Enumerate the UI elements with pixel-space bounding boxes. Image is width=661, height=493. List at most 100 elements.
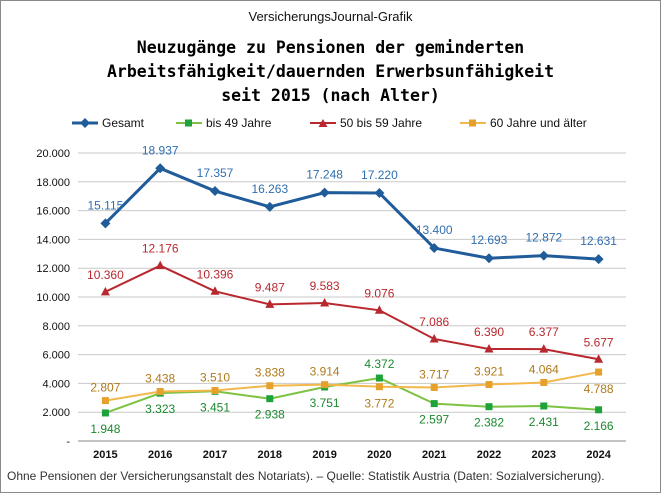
data-label-gesamt-2018: 16.263 xyxy=(251,182,288,196)
data-label-bis-49-jahre-2015: 1.948 xyxy=(90,422,120,436)
data-point-60-jahre-und-lter-2015 xyxy=(101,397,109,405)
x-tick-label-2017: 2017 xyxy=(203,449,227,461)
source-label: VersicherungsJournal-Grafik xyxy=(248,9,413,24)
data-point-gesamt-2021 xyxy=(429,243,440,254)
data-label-bis-49-jahre-2016: 3.323 xyxy=(145,402,175,416)
x-tick-label-2018: 2018 xyxy=(258,449,282,461)
legend-marker-gesamt xyxy=(72,118,98,128)
data-point-60-jahre-und-lter-2018 xyxy=(266,382,274,390)
data-point-gesamt-2015 xyxy=(100,218,111,229)
data-label-60-jahre-und-lter-2015: 2.807 xyxy=(90,381,120,395)
data-label-gesamt-2022: 12.693 xyxy=(471,233,508,247)
data-point-gesamt-2024 xyxy=(593,254,604,265)
x-tick-label-2015: 2015 xyxy=(93,449,117,461)
chart-title-line-2: Arbeitsfähigkeit/dauernden Erwerbsunfähi… xyxy=(106,62,555,81)
series-line-60-jahre-und-lter xyxy=(105,371,599,402)
data-label-gesamt-2016: 18.937 xyxy=(142,143,179,157)
data-point-gesamt-2017 xyxy=(210,186,220,197)
data-point-bis-49-jahre-2024 xyxy=(595,406,603,414)
data-point-60-jahre-und-lter-2016 xyxy=(156,387,164,395)
data-point-bis-49-jahre-2021 xyxy=(430,400,438,408)
legend-label-gesamt: Gesamt xyxy=(102,116,145,130)
data-label-bis-49-jahre-2018: 2.938 xyxy=(255,408,285,422)
data-point-60-jahre-und-lter-2020 xyxy=(375,383,383,391)
chart-title-line-1: Neuzugänge zu Pensionen der geminderten xyxy=(136,38,525,57)
legend-label-bis-49: bis 49 Jahre xyxy=(206,116,272,130)
x-tick-label-2022: 2022 xyxy=(477,449,501,461)
series-gesamt: 15.115 18.937 17.357 16.263 17.248 17.220 13.4… xyxy=(87,143,617,265)
y-tick-label-18000: 18.000 xyxy=(36,177,70,189)
data-label-60-jahre-und-lter-2019: 3.914 xyxy=(310,365,340,379)
data-point-50-bis-59-jahre-2016 xyxy=(155,260,165,270)
data-label-50-bis-59-jahre-2019: 9.583 xyxy=(310,279,340,293)
data-point-50-bis-59-jahre-2015 xyxy=(100,286,110,296)
legend-item-bis-49: bis 49 Jahre xyxy=(176,116,271,130)
y-tick-label-8000: 8.000 xyxy=(42,321,70,333)
data-label-gesamt-2015: 15.115 xyxy=(87,198,123,212)
data-label-60-jahre-und-lter-2020: 3.772 xyxy=(364,397,394,411)
data-label-50-bis-59-jahre-2017: 10.396 xyxy=(197,267,234,281)
data-label-60-jahre-und-lter-2023: 4.064 xyxy=(529,362,559,376)
series-line-50-bis-59-jahre xyxy=(104,264,599,361)
data-point-50-bis-59-jahre-2019 xyxy=(320,298,330,307)
data-label-50-bis-59-jahre-2016: 12.176 xyxy=(142,242,179,256)
x-tick-label-2021: 2021 xyxy=(422,449,446,461)
data-point-60-jahre-und-lter-2019 xyxy=(321,381,329,389)
data-point-bis-49-jahre-2015 xyxy=(101,409,109,417)
x-tick-label-2019: 2019 xyxy=(312,449,336,461)
y-tick-label-10000: 10.000 xyxy=(36,292,70,304)
data-label-gesamt-2017: 17.357 xyxy=(197,166,234,180)
data-point-gesamt-2018 xyxy=(264,201,275,212)
data-point-bis-49-jahre-2020 xyxy=(375,374,383,382)
chart-title-line-3: seit 2015 (nach Alter) xyxy=(221,86,440,105)
y-tick-label-20000: 20.000 xyxy=(36,148,70,160)
series-bis-49-jahre: 1.948 3.323 3.451 2.938 3.751 4.372 2.597 2.382… xyxy=(90,357,614,436)
data-point-gesamt-2019 xyxy=(319,187,330,198)
data-label-50-bis-59-jahre-2015: 10.360 xyxy=(87,268,124,282)
data-label-50-bis-59-jahre-2020: 9.076 xyxy=(364,286,394,300)
legend-item-60-plus: 60 Jahre und älter xyxy=(460,116,587,130)
data-label-gesamt-2020: 17.220 xyxy=(361,168,398,182)
data-label-60-jahre-und-lter-2021: 3.717 xyxy=(419,367,449,381)
data-point-60-jahre-und-lter-2024 xyxy=(595,368,603,376)
data-point-gesamt-2023 xyxy=(538,250,549,261)
data-label-bis-49-jahre-2020: 4.372 xyxy=(364,357,394,371)
data-label-60-jahre-und-lter-2016: 3.438 xyxy=(145,371,175,385)
data-point-50-bis-59-jahre-2024 xyxy=(594,354,604,363)
data-point-60-jahre-und-lter-2021 xyxy=(430,383,438,391)
data-label-gesamt-2019: 17.248 xyxy=(306,168,343,182)
data-label-50-bis-59-jahre-2021: 7.086 xyxy=(419,315,449,329)
y-tick-label-6000: 6.000 xyxy=(42,350,70,362)
footer-note: Ohne Pensionen der Versicherungsanstalt … xyxy=(7,469,605,483)
data-point-60-jahre-und-lter-2023 xyxy=(540,378,548,386)
legend-item-gesamt: Gesamt xyxy=(72,116,144,130)
data-label-50-bis-59-jahre-2024: 5.677 xyxy=(584,335,614,349)
data-label-60-jahre-und-lter-2017: 3.510 xyxy=(200,370,230,384)
y-tick-label-0: - xyxy=(66,436,70,448)
chart-title: Neuzugänge zu Pensionen der geminderten … xyxy=(0,36,661,108)
legend-marker-bis-49 xyxy=(176,119,202,127)
series-line-bis-49-jahre xyxy=(105,377,599,414)
data-point-50-bis-59-jahre-2023 xyxy=(539,344,549,353)
data-label-50-bis-59-jahre-2018: 9.487 xyxy=(255,280,285,294)
data-point-50-bis-59-jahre-2018 xyxy=(265,299,275,308)
data-label-bis-49-jahre-2023: 2.431 xyxy=(529,415,559,429)
series-50-bis-59-jahre: 10.360 12.176 10.396 9.487 9.583 9.076 7.086 6.… xyxy=(87,242,614,363)
legend-item-50-59: 50 bis 59 Jahre xyxy=(310,116,422,130)
data-label-60-jahre-und-lter-2022: 3.921 xyxy=(474,365,504,379)
data-label-50-bis-59-jahre-2022: 6.390 xyxy=(474,325,504,339)
data-point-gesamt-2020 xyxy=(374,188,385,199)
data-label-gesamt-2023: 12.872 xyxy=(525,231,562,245)
data-point-gesamt-2016 xyxy=(155,163,166,174)
y-tick-label-16000: 16.000 xyxy=(36,206,70,218)
data-label-bis-49-jahre-2021: 2.597 xyxy=(419,413,449,427)
y-tick-label-2000: 2.000 xyxy=(42,407,70,419)
series-60-jahre-und-lter: 2.807 3.438 3.510 3.838 3.914 3.772 3.717 3.921… xyxy=(90,362,614,410)
series-line-gesamt xyxy=(104,166,599,261)
data-label-bis-49-jahre-2022: 2.382 xyxy=(474,416,504,430)
data-point-60-jahre-und-lter-2017 xyxy=(211,386,219,394)
data-point-bis-49-jahre-2018 xyxy=(266,395,274,403)
data-point-bis-49-jahre-2022 xyxy=(485,403,493,411)
x-tick-label-2024: 2024 xyxy=(586,449,611,461)
